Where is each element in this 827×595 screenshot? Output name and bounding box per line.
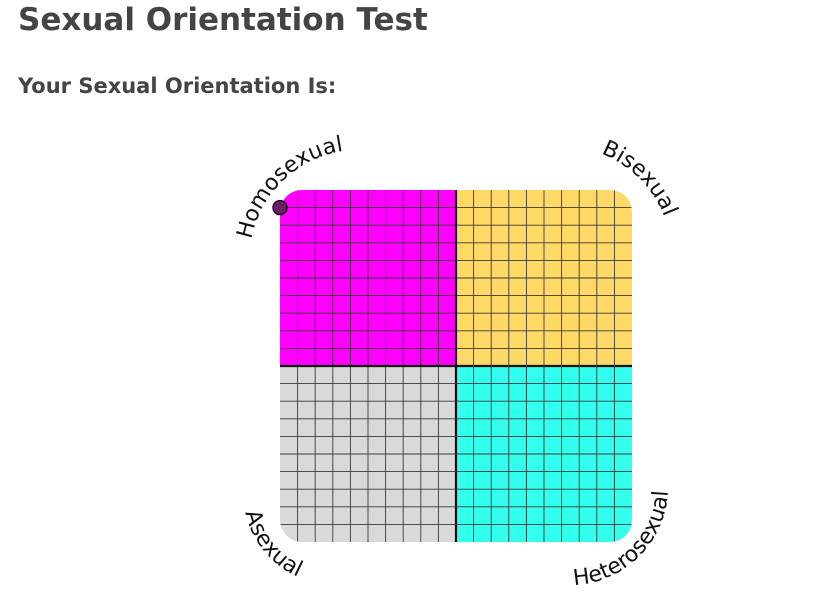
result-heading: Your Sexual Orientation Is: (18, 74, 337, 98)
marker-layer (272, 199, 288, 216)
quadrant-board (280, 190, 632, 542)
grid-lines (280, 190, 632, 542)
page-title: Sexual Orientation Test (18, 2, 428, 38)
result-marker (272, 199, 288, 216)
